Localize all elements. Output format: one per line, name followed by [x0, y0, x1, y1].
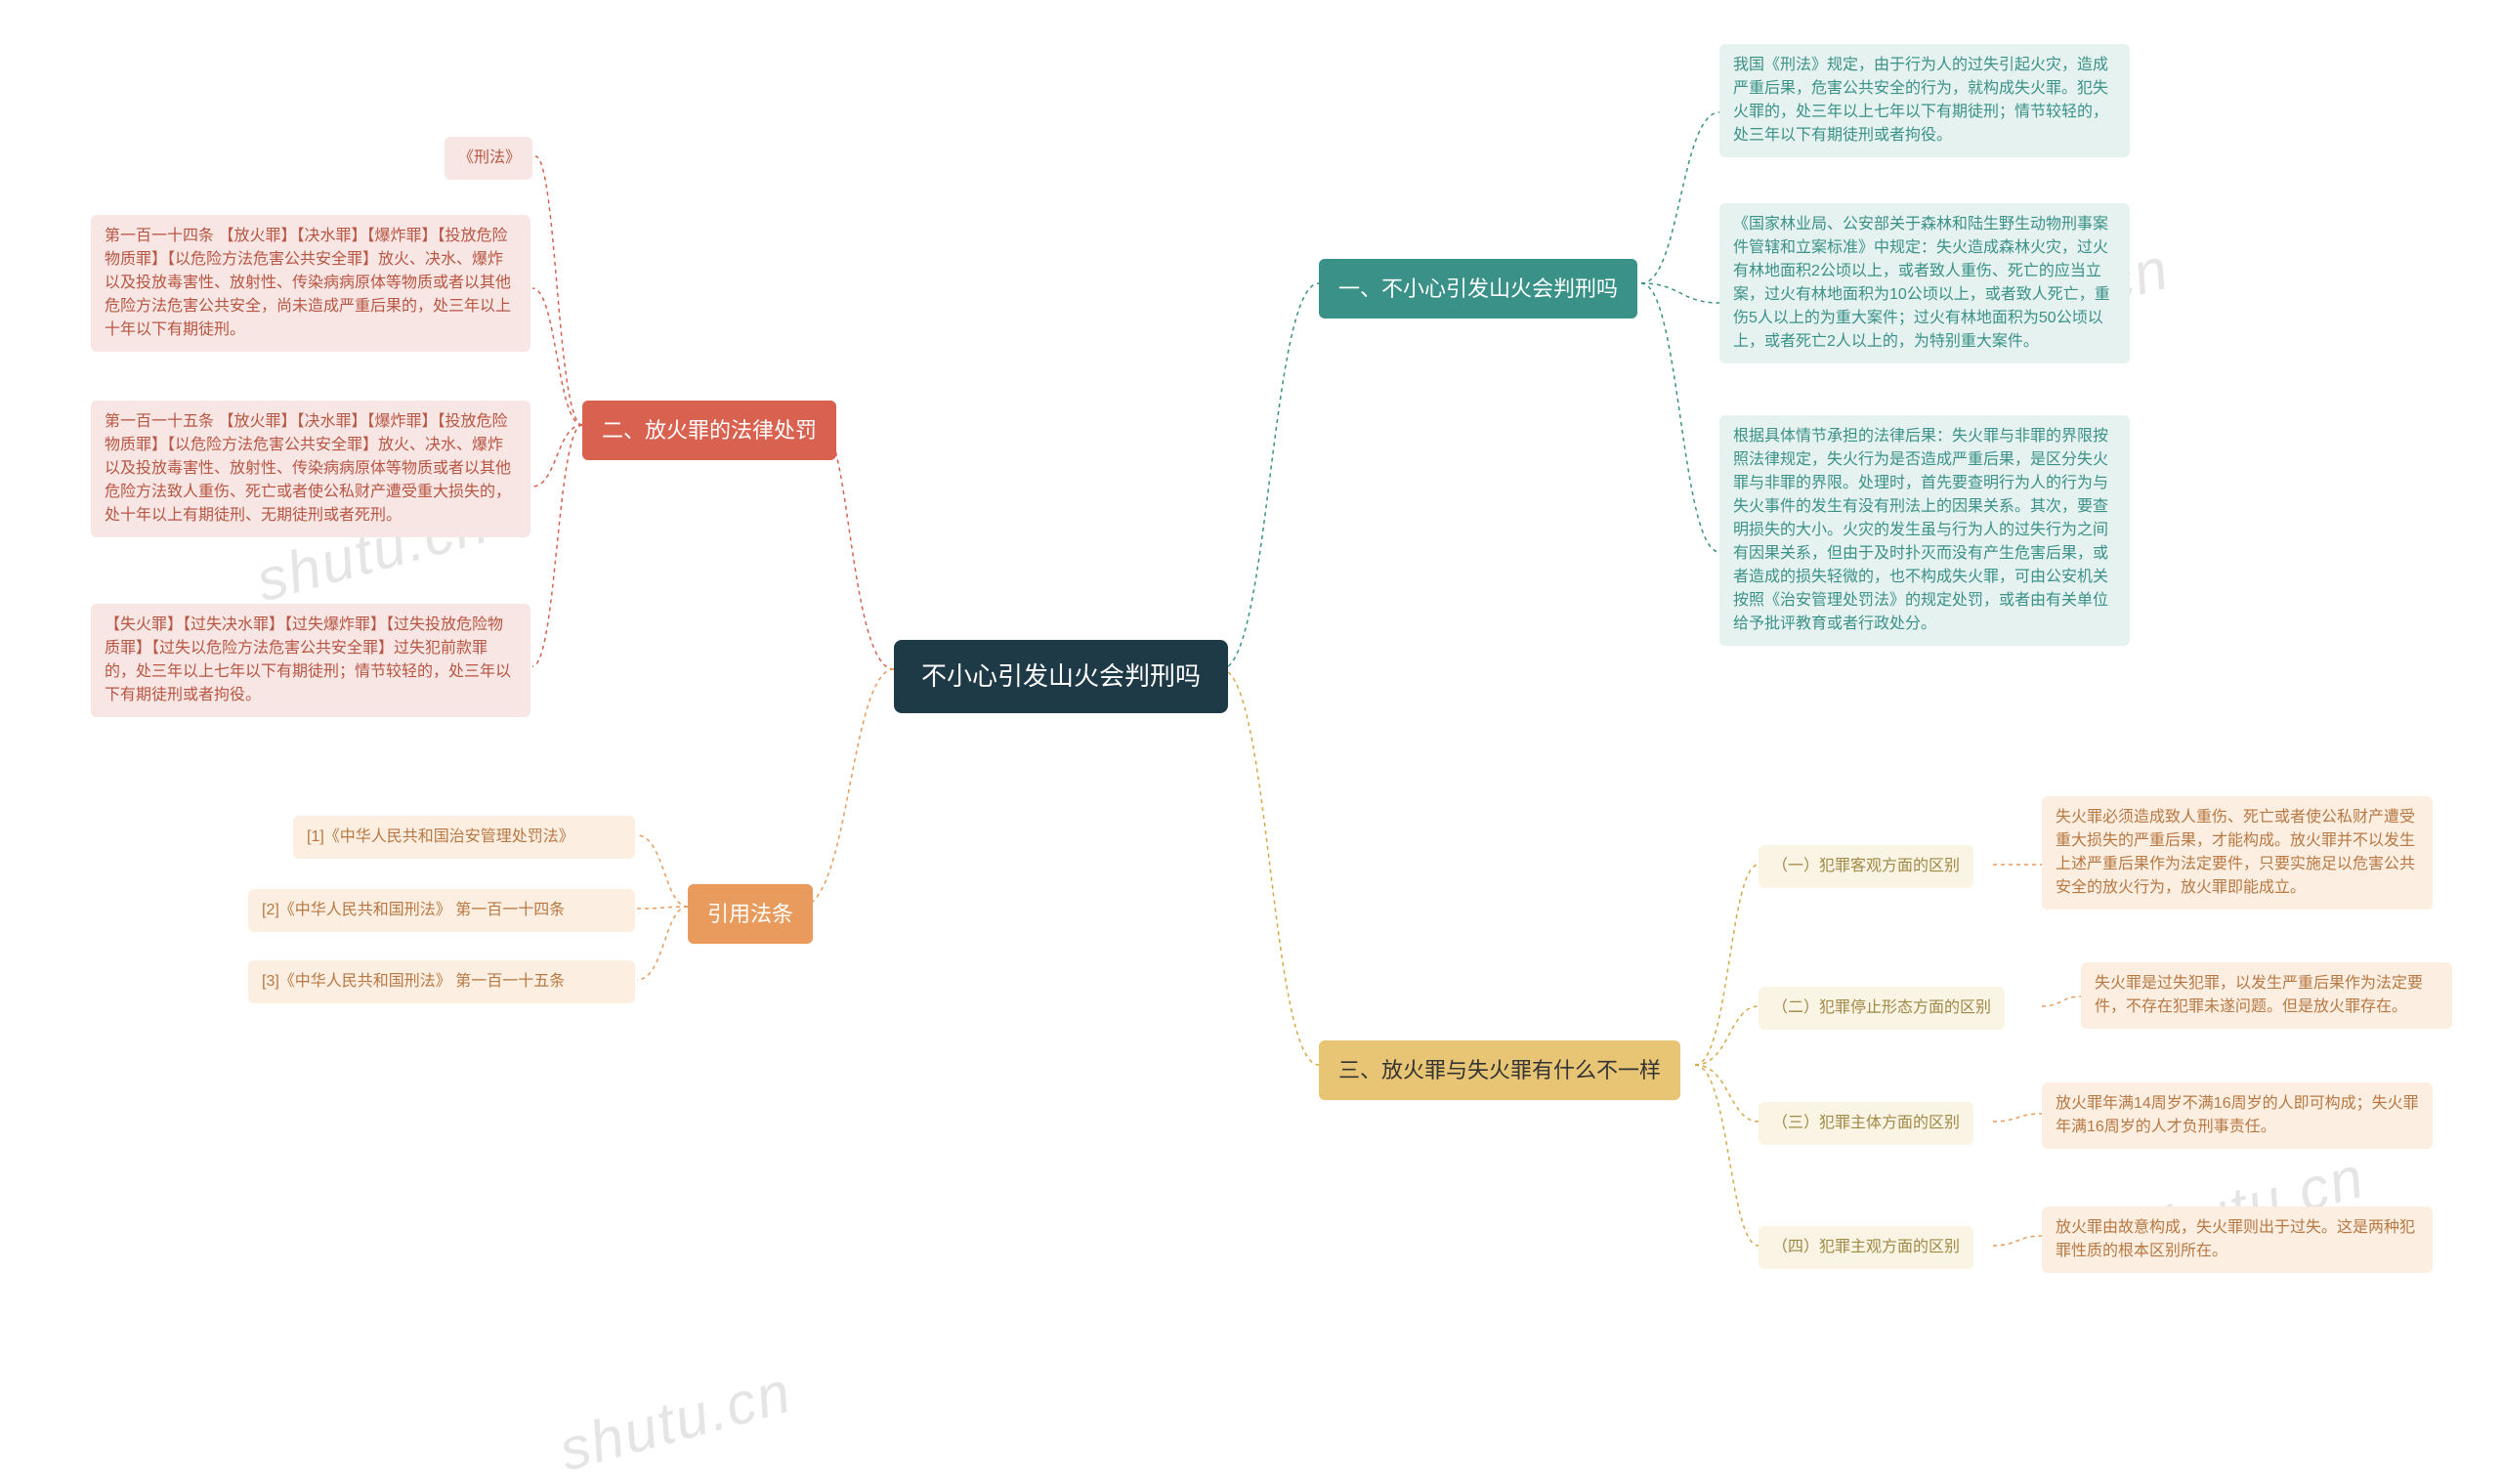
branch-3-sub-1-leaf[interactable]: 失火罪必须造成致人重伤、死亡或者使公私财产遭受重大损失的严重后果，才能构成。放火…	[2042, 796, 2433, 910]
conn-b3-s2	[1695, 1006, 1759, 1065]
branch-4-leaf-2[interactable]: [2]《中华人民共和国刑法》 第一百一十四条	[248, 889, 635, 932]
central-node[interactable]: 不小心引发山火会判刑吗	[894, 640, 1228, 713]
conn-b3-s4	[1695, 1065, 1759, 1246]
conn-b3-s1	[1695, 865, 1759, 1065]
branch-3-sub-3[interactable]: （三）犯罪主体方面的区别	[1759, 1102, 1973, 1145]
conn-b3-s3	[1695, 1065, 1759, 1122]
branch-3-sub-3-leaf[interactable]: 放火罪年满14周岁不满16周岁的人即可构成；失火罪年满16周岁的人才负刑事责任。	[2042, 1082, 2433, 1149]
conn-central-b1	[1221, 283, 1319, 669]
branch-3-sub-2[interactable]: （二）犯罪停止形态方面的区别	[1759, 987, 2005, 1030]
conn-central-b3	[1221, 669, 1319, 1065]
conn-b2-l1	[535, 156, 582, 425]
branch-1-leaf-2[interactable]: 《国家林业局、公安部关于森林和陆生野生动物刑事案件管辖和立案标准》中规定：失火造…	[1719, 203, 2130, 363]
branch-3[interactable]: 三、放火罪与失火罪有什么不一样	[1319, 1040, 1680, 1100]
watermark-3: shutu.cn	[552, 1358, 798, 1484]
conn-b2-l3	[532, 425, 582, 487]
branch-2-leaf-4[interactable]: 【失火罪】【过失决水罪】【过失爆炸罪】【过失投放危险物质罪】【过失以危险方法危害…	[91, 604, 530, 717]
branch-1-leaf-1[interactable]: 我国《刑法》规定，由于行为人的过失引起火灾，造成严重后果，危害公共安全的行为，就…	[1719, 44, 2130, 157]
branch-1[interactable]: 一、不小心引发山火会判刑吗	[1319, 259, 1637, 318]
conn-b1-l3	[1641, 283, 1719, 552]
branch-2[interactable]: 二、放火罪的法律处罚	[582, 401, 836, 460]
branch-2-leaf-2[interactable]: 第一百一十四条 【放火罪】【决水罪】【爆炸罪】【投放危险物质罪】【以危险方法危害…	[91, 215, 530, 352]
conn-b2-l2	[532, 288, 582, 425]
conn-s4-l	[1993, 1236, 2042, 1246]
branch-4-leaf-3[interactable]: [3]《中华人民共和国刑法》 第一百一十五条	[248, 960, 635, 1003]
branch-3-sub-4-leaf[interactable]: 放火罪由故意构成，失火罪则出于过失。这是两种犯罪性质的根本区别所在。	[2042, 1207, 2433, 1273]
conn-b4-l3	[637, 907, 688, 980]
conn-b2-l4	[532, 425, 582, 666]
branch-4[interactable]: 引用法条	[688, 884, 813, 944]
conn-central-b4	[801, 669, 894, 907]
branch-3-sub-2-leaf[interactable]: 失火罪是过失犯罪，以发生严重后果作为法定要件，不存在犯罪未遂问题。但是放火罪存在…	[2081, 962, 2452, 1029]
branch-2-leaf-1[interactable]: 《刑法》	[445, 137, 532, 180]
conn-s3-l	[1993, 1114, 2042, 1122]
branch-1-leaf-3[interactable]: 根据具体情节承担的法律后果：失火罪与非罪的界限按照法律规定，失火行为是否造成严重…	[1719, 415, 2130, 646]
conn-b4-l1	[637, 835, 688, 907]
branch-2-leaf-3[interactable]: 第一百一十五条 【放火罪】【决水罪】【爆炸罪】【投放危险物质罪】【以危险方法危害…	[91, 401, 530, 537]
branch-3-sub-1[interactable]: （一）犯罪客观方面的区别	[1759, 845, 1973, 888]
conn-central-b2	[821, 425, 894, 669]
conn-s2-l	[2042, 996, 2081, 1006]
branch-3-sub-4[interactable]: （四）犯罪主观方面的区别	[1759, 1226, 1973, 1269]
conn-b4-l2	[637, 907, 688, 909]
conn-b1-l1	[1641, 112, 1719, 283]
branch-4-leaf-1[interactable]: [1]《中华人民共和国治安管理处罚法》	[293, 816, 635, 859]
conn-b1-l2	[1641, 283, 1719, 303]
